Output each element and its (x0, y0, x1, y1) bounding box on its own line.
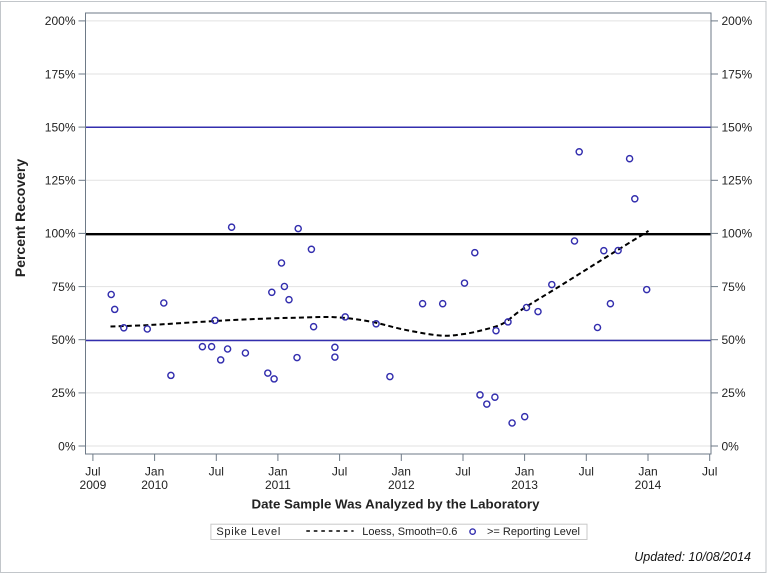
svg-text:2014: 2014 (635, 478, 662, 492)
svg-text:25%: 25% (51, 386, 75, 400)
svg-text:200%: 200% (722, 14, 753, 28)
svg-text:75%: 75% (722, 280, 746, 294)
svg-text:Jan: Jan (638, 464, 657, 478)
svg-text:175%: 175% (722, 67, 753, 81)
svg-text:50%: 50% (51, 333, 75, 347)
svg-text:75%: 75% (51, 280, 75, 294)
svg-text:>= Reporting Level: >= Reporting Level (487, 526, 580, 538)
svg-text:50%: 50% (722, 333, 746, 347)
svg-text:Jul: Jul (209, 464, 224, 478)
svg-text:150%: 150% (45, 120, 76, 134)
svg-text:Jul: Jul (455, 464, 470, 478)
svg-text:Jul: Jul (332, 464, 347, 478)
svg-text:Jan: Jan (392, 464, 411, 478)
svg-text:100%: 100% (722, 227, 753, 241)
svg-text:2012: 2012 (388, 478, 415, 492)
svg-text:Loess, Smooth=0.6: Loess, Smooth=0.6 (362, 526, 457, 538)
svg-text:Jul: Jul (85, 464, 100, 478)
svg-text:2010: 2010 (141, 478, 168, 492)
svg-text:0%: 0% (722, 439, 740, 453)
svg-text:2013: 2013 (511, 478, 538, 492)
svg-text:125%: 125% (722, 174, 753, 188)
svg-text:0%: 0% (58, 439, 76, 453)
svg-text:2009: 2009 (80, 478, 107, 492)
svg-text:Spike Level: Spike Level (216, 526, 281, 538)
svg-text:100%: 100% (45, 227, 76, 241)
svg-text:Jul: Jul (579, 464, 594, 478)
svg-text:Date Sample Was Analyzed by th: Date Sample Was Analyzed by the Laborato… (252, 496, 541, 511)
svg-text:150%: 150% (722, 120, 753, 134)
svg-text:Jan: Jan (268, 464, 287, 478)
svg-text:2011: 2011 (265, 478, 291, 492)
svg-text:200%: 200% (45, 14, 76, 28)
svg-text:Percent Recovery: Percent Recovery (12, 159, 28, 278)
svg-text:Jan: Jan (515, 464, 534, 478)
svg-text:25%: 25% (722, 386, 746, 400)
svg-text:175%: 175% (45, 67, 76, 81)
svg-text:Jul: Jul (702, 464, 717, 478)
svg-text:Jan: Jan (145, 464, 164, 478)
svg-text:Updated: 10/08/2014: Updated: 10/08/2014 (634, 550, 751, 564)
svg-text:125%: 125% (45, 174, 76, 188)
